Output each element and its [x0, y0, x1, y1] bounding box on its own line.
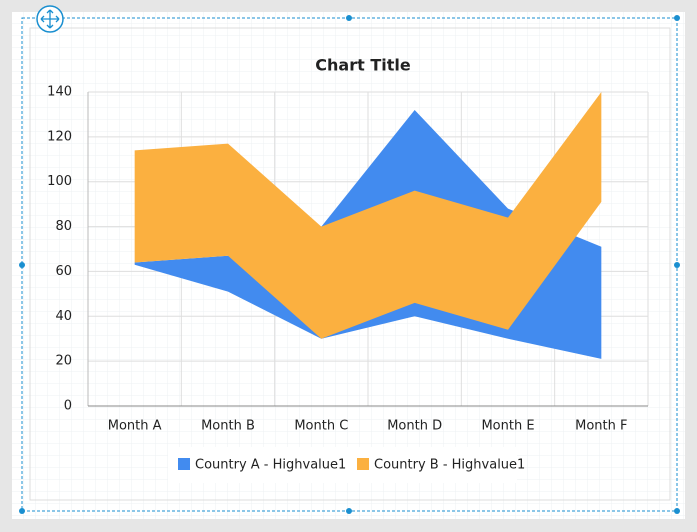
x-tick-label: Month B	[201, 419, 255, 434]
move-handle[interactable]	[36, 5, 64, 33]
x-tick-label: Month A	[108, 419, 162, 434]
chart-title: Chart Title	[315, 56, 411, 75]
x-tick-label: Month C	[294, 419, 348, 434]
legend-swatch	[357, 458, 369, 470]
x-tick-label: Month D	[387, 419, 442, 434]
legend-label: Country A - Highvalue1	[195, 458, 346, 473]
y-tick-label: 60	[55, 264, 72, 279]
legend-swatch	[178, 458, 190, 470]
x-tick-label: Month E	[481, 419, 534, 434]
y-tick-label: 140	[47, 85, 72, 100]
y-tick-label: 20	[55, 354, 72, 369]
y-tick-label: 100	[47, 174, 72, 189]
y-tick-label: 120	[47, 129, 72, 144]
legend-label: Country B - Highvalue1	[374, 458, 525, 473]
chart-border	[29, 27, 671, 501]
range-area	[134, 92, 602, 339]
y-tick-label: 0	[64, 399, 72, 414]
resize-handles[interactable]	[19, 15, 680, 514]
y-tick-label: 80	[55, 219, 72, 234]
legend	[168, 447, 517, 483]
x-tick-label: Month F	[575, 419, 627, 434]
y-tick-label: 40	[55, 309, 72, 324]
